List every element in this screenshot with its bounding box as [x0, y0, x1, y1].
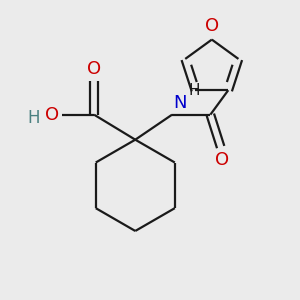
Text: O: O — [87, 60, 101, 78]
Text: H: H — [27, 109, 40, 127]
Text: O: O — [45, 106, 59, 124]
Text: O: O — [205, 17, 219, 35]
Text: N: N — [174, 94, 187, 112]
Text: H: H — [188, 83, 200, 98]
Text: O: O — [215, 152, 229, 169]
